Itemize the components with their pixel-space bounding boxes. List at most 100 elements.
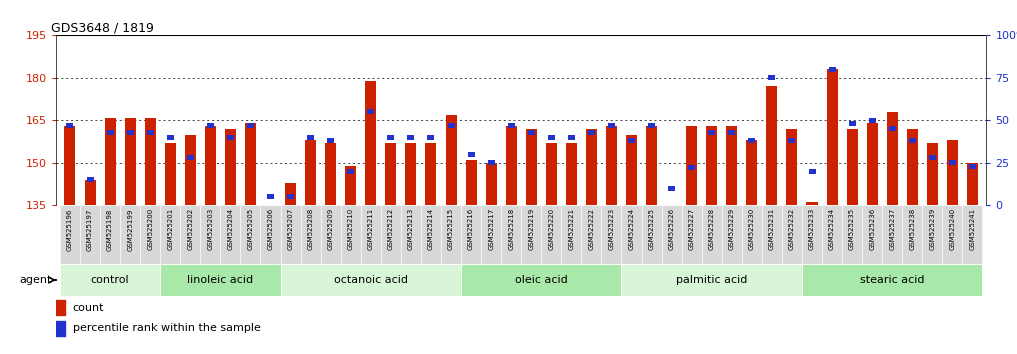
Bar <box>621 205 642 264</box>
Bar <box>728 130 735 135</box>
Bar <box>786 129 797 205</box>
Bar <box>125 118 135 205</box>
Bar <box>501 205 521 264</box>
Text: count: count <box>72 303 104 313</box>
Bar <box>962 205 982 264</box>
Bar <box>546 143 557 205</box>
Text: GSM525221: GSM525221 <box>569 208 575 250</box>
Bar <box>608 123 615 128</box>
Bar <box>782 205 802 264</box>
Bar <box>167 135 174 140</box>
Bar <box>267 194 274 199</box>
Text: linoleic acid: linoleic acid <box>187 275 253 285</box>
Bar <box>909 138 915 143</box>
Bar <box>307 135 314 140</box>
Bar <box>969 164 976 169</box>
Bar <box>285 183 296 205</box>
Bar <box>662 205 681 264</box>
Text: GSM525223: GSM525223 <box>608 208 614 250</box>
Bar <box>221 205 240 264</box>
Bar <box>842 205 862 264</box>
Bar <box>769 75 775 80</box>
Text: GSM525237: GSM525237 <box>889 208 895 251</box>
Bar <box>240 205 260 264</box>
Text: GSM525212: GSM525212 <box>387 208 394 250</box>
Bar <box>301 205 320 264</box>
Bar <box>60 264 161 296</box>
Text: GSM525206: GSM525206 <box>267 208 274 251</box>
Text: control: control <box>91 275 129 285</box>
Text: GSM525207: GSM525207 <box>288 208 294 251</box>
Bar <box>827 69 838 205</box>
Bar <box>325 143 337 205</box>
Bar <box>762 205 782 264</box>
Text: GSM525203: GSM525203 <box>207 208 214 251</box>
Text: GSM525201: GSM525201 <box>167 208 173 251</box>
Bar <box>161 264 281 296</box>
Bar <box>461 264 621 296</box>
Bar <box>726 126 737 205</box>
Bar <box>749 138 756 143</box>
Bar <box>485 163 496 205</box>
Text: oleic acid: oleic acid <box>515 275 567 285</box>
Bar <box>305 140 316 205</box>
Bar <box>365 81 376 205</box>
Bar <box>56 300 65 315</box>
Bar <box>146 130 154 135</box>
Bar <box>926 143 938 205</box>
Bar <box>802 264 982 296</box>
Bar <box>200 205 221 264</box>
Bar <box>889 126 896 131</box>
Bar <box>582 205 601 264</box>
Bar <box>447 123 455 128</box>
Bar <box>521 205 541 264</box>
Bar <box>281 205 301 264</box>
Bar <box>281 264 461 296</box>
Bar <box>507 123 515 128</box>
Bar <box>528 130 535 135</box>
Text: GSM525199: GSM525199 <box>127 208 133 251</box>
Text: GSM525241: GSM525241 <box>969 208 975 250</box>
Bar <box>702 205 722 264</box>
Text: percentile rank within the sample: percentile rank within the sample <box>72 323 260 333</box>
Bar <box>822 205 842 264</box>
Bar <box>866 123 878 205</box>
Bar <box>567 135 575 140</box>
Bar <box>445 115 457 205</box>
Bar <box>441 205 461 264</box>
Bar <box>741 205 762 264</box>
Bar <box>56 321 65 336</box>
Text: GSM525227: GSM525227 <box>689 208 695 250</box>
Bar <box>107 130 114 135</box>
Text: GSM525232: GSM525232 <box>789 208 795 250</box>
Bar <box>425 143 436 205</box>
Text: GSM525215: GSM525215 <box>448 208 454 250</box>
Bar <box>260 205 281 264</box>
Text: GSM525213: GSM525213 <box>408 208 414 251</box>
Bar <box>646 126 657 205</box>
Bar <box>565 143 577 205</box>
Bar <box>481 205 501 264</box>
Text: GSM525218: GSM525218 <box>508 208 515 251</box>
Bar <box>708 130 715 135</box>
Bar <box>80 205 100 264</box>
Bar <box>629 138 635 143</box>
Text: GSM525208: GSM525208 <box>307 208 313 251</box>
Bar <box>722 205 741 264</box>
Bar <box>185 135 196 205</box>
Bar <box>204 126 216 205</box>
Bar <box>902 205 922 264</box>
Bar <box>869 118 876 123</box>
Bar <box>706 126 717 205</box>
Bar <box>526 129 537 205</box>
Bar <box>626 135 637 205</box>
Bar <box>802 205 822 264</box>
Bar <box>380 205 401 264</box>
Bar <box>668 186 675 191</box>
Bar <box>907 129 917 205</box>
Bar <box>100 205 120 264</box>
Text: octanoic acid: octanoic acid <box>334 275 408 285</box>
Text: GSM525226: GSM525226 <box>668 208 674 250</box>
Bar <box>862 205 882 264</box>
Bar <box>408 135 414 140</box>
